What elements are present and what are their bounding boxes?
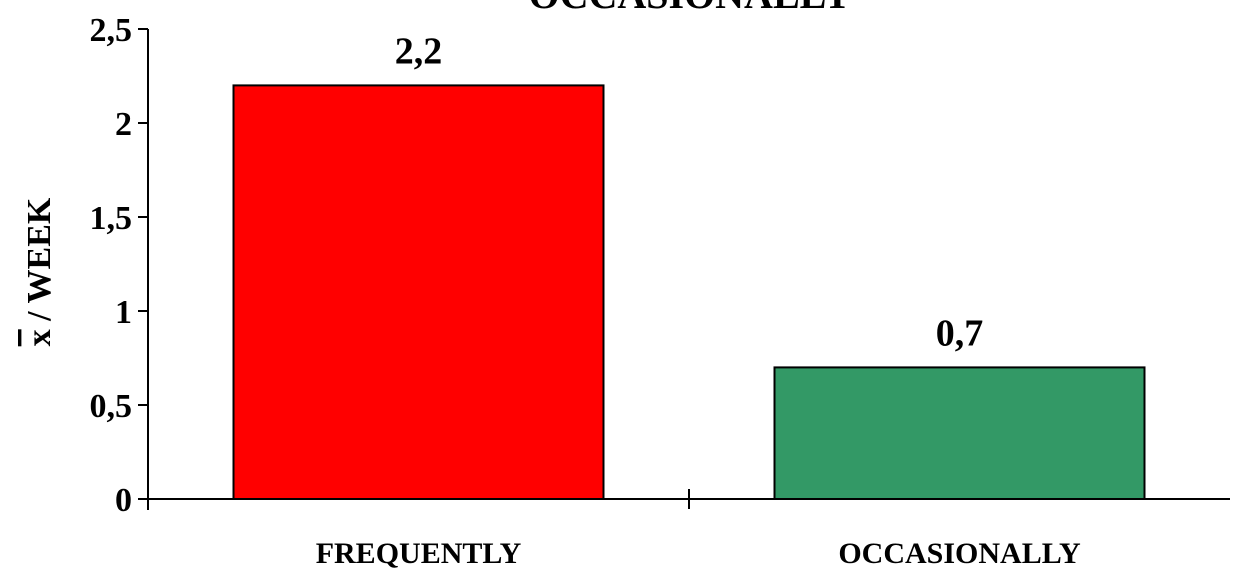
y-axis-label: x / WEEK [21,197,58,346]
y-tick-label: 1,5 [90,200,133,237]
y-tick-label: 0 [115,482,132,519]
y-tick-label: 2 [115,106,132,143]
x-category-label-frequently: FREQUENTLY [316,537,522,569]
y-tick-label: 1 [115,294,132,331]
y-tick-label: 2,5 [90,12,133,49]
data-label-occasionally: 0,7 [936,312,984,354]
x-category-label-occasionally: OCCASIONALLY [838,537,1081,569]
y-axis-label-text: / WEEK [21,197,58,329]
data-labels: 2,2 0,7 [395,30,984,354]
bars [232,84,1146,501]
bar-frequently [232,84,605,501]
bar-occasionally [773,366,1146,500]
y-tick-label: 0,5 [90,388,133,425]
chart-title: OCCASIONALLY [528,0,851,17]
y-axis-label-mean-symbol: x [21,329,58,346]
y-axis: 0 0,5 1 1,5 2 2,5 [90,12,149,519]
x-axis: FREQUENTLY OCCASIONALLY [148,489,1230,569]
data-label-frequently: 2,2 [395,30,443,72]
